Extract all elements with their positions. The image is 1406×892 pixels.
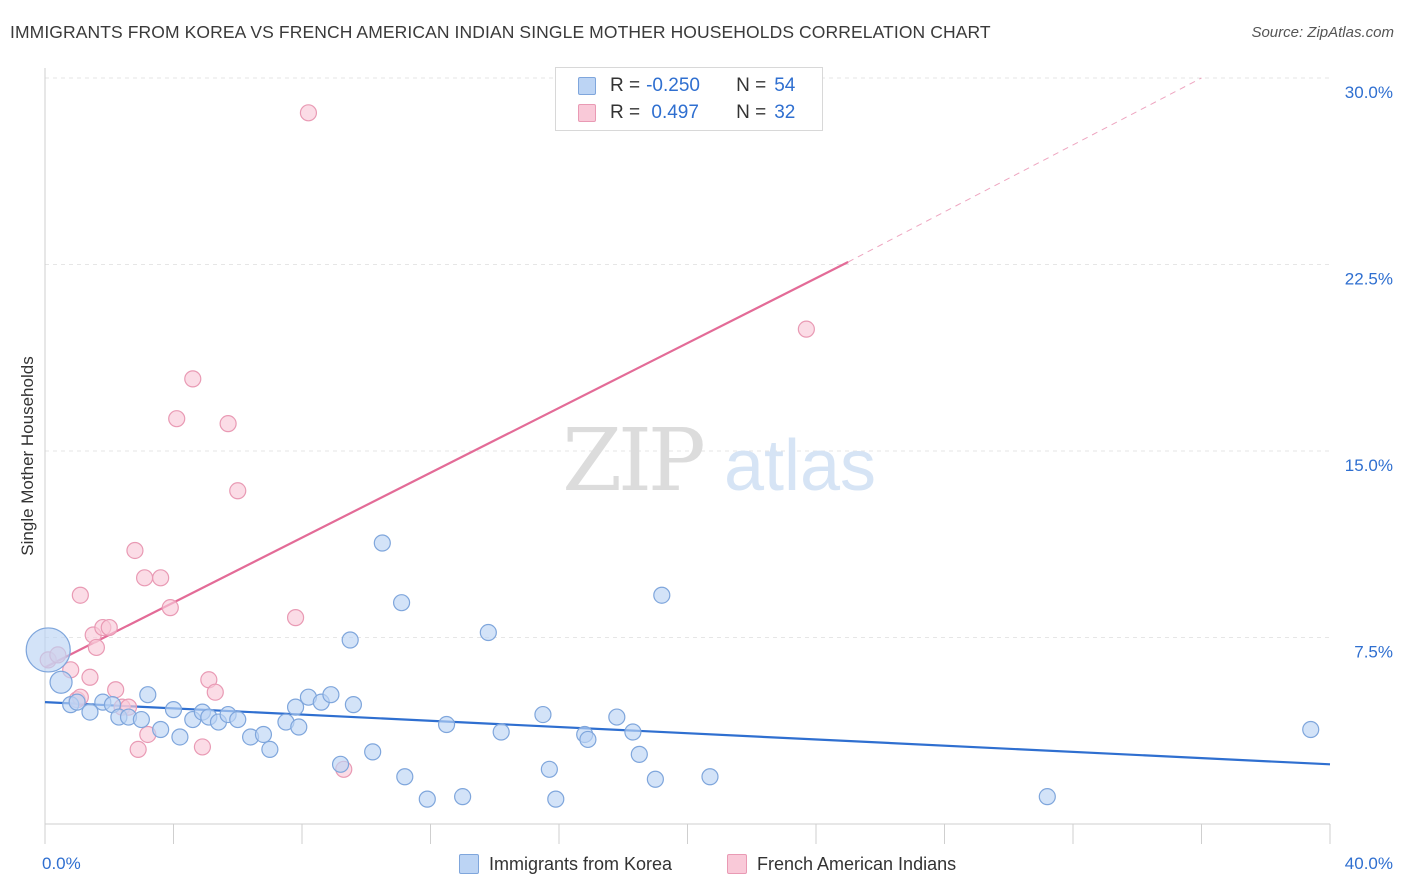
watermark-atlas: atlas <box>724 426 876 506</box>
point-french <box>161 599 179 617</box>
watermark: ZIP atlas <box>562 411 876 511</box>
point-korea <box>418 790 436 808</box>
point-korea <box>454 788 472 806</box>
point-korea <box>290 718 308 736</box>
x-tick-label: 0.0% <box>42 854 81 873</box>
point-korea <box>547 790 565 808</box>
x-tick-label: 40.0% <box>1345 854 1393 873</box>
trend-line-french <box>44 261 849 669</box>
point-korea <box>139 686 157 704</box>
point-korea <box>364 743 382 761</box>
grid-lines <box>45 77 1330 638</box>
point-korea <box>579 730 597 749</box>
point-korea <box>1302 720 1320 739</box>
axes <box>44 68 1331 844</box>
y-axis-label: Single Mother Households <box>18 356 37 556</box>
point-french <box>135 569 154 587</box>
point-french <box>152 569 170 587</box>
point-french <box>193 738 212 756</box>
y-tick-label: 7.5% <box>1354 643 1393 662</box>
bottom-legend-swatch-pink <box>727 854 747 874</box>
point-korea <box>492 723 510 741</box>
legend-r-value: 0.497 <box>646 102 699 123</box>
legend-r-value: -0.250 <box>646 75 700 96</box>
bottom-legend-label: French American Indians <box>757 853 957 874</box>
point-korea <box>344 696 362 714</box>
point-korea <box>49 670 73 694</box>
point-korea <box>392 594 411 612</box>
point-korea <box>132 710 150 729</box>
bottom-legend-label: Immigrants from Korea <box>489 853 673 874</box>
data-points <box>25 104 1320 808</box>
point-korea <box>653 586 671 604</box>
bottom-legend-swatch-blue <box>459 854 479 874</box>
point-french <box>299 104 318 122</box>
point-korea <box>254 725 273 744</box>
point-korea <box>373 534 391 552</box>
watermark-zip: ZIP <box>562 411 703 511</box>
bottom-legend-korea: Immigrants from Korea <box>459 852 672 876</box>
point-french <box>219 415 237 433</box>
point-korea <box>1038 788 1056 806</box>
legend-n-value: 54 <box>774 75 796 96</box>
y-tick-label: 15.0% <box>1345 456 1393 475</box>
point-korea <box>322 686 340 704</box>
point-korea <box>624 723 642 741</box>
point-korea <box>608 708 626 726</box>
point-korea <box>701 768 719 786</box>
point-korea <box>396 768 414 786</box>
bottom-legend-french: French American Indians <box>727 852 956 876</box>
point-french <box>797 320 815 338</box>
point-korea <box>341 631 359 649</box>
point-french <box>107 681 125 699</box>
point-korea <box>331 755 350 773</box>
legend-n-label: N = <box>736 102 767 123</box>
legend-r-label: R = <box>610 102 641 123</box>
point-korea <box>164 701 183 719</box>
legend-n-label: N = <box>736 75 767 96</box>
chart-source: Source: ZipAtlas.com <box>1251 24 1394 41</box>
point-korea <box>152 720 170 739</box>
point-french <box>229 482 247 500</box>
trend-lines <box>44 77 1331 766</box>
point-french <box>100 618 118 637</box>
point-korea <box>229 710 247 729</box>
point-french <box>184 370 202 388</box>
point-french <box>126 541 144 560</box>
point-french <box>71 586 89 604</box>
trend-line-korea <box>44 701 1331 766</box>
point-french <box>81 668 99 686</box>
point-french <box>206 683 224 701</box>
legend-r-label: R = <box>610 75 641 96</box>
tick-labels: 7.5% 15.0% 22.5% 30.0% 0.0% 40.0% <box>42 83 1393 873</box>
chart-title: IMMIGRANTS FROM KOREA VS FRENCH AMERICAN… <box>10 22 991 42</box>
stats-legend: R = -0.250 N = 54 R = 0.497 N = 32 <box>555 67 823 131</box>
trend-line-dashed-french <box>847 77 1202 263</box>
legend-swatch-pink <box>578 104 596 122</box>
point-korea <box>81 703 99 721</box>
point-korea <box>646 770 664 788</box>
point-korea <box>68 693 86 711</box>
y-tick-label: 30.0% <box>1345 83 1393 102</box>
legend-row-french: R = 0.497 N = 32 <box>578 100 795 126</box>
point-korea <box>479 623 497 642</box>
point-korea <box>261 740 279 759</box>
point-korea <box>286 698 305 716</box>
point-korea <box>630 745 648 763</box>
y-tick-label: 22.5% <box>1345 270 1393 289</box>
legend-n-value: 32 <box>774 102 796 123</box>
legend-row-korea: R = -0.250 N = 54 <box>578 73 795 99</box>
point-korea <box>171 728 189 746</box>
point-french <box>286 609 305 627</box>
point-korea <box>540 760 558 778</box>
point-korea <box>437 715 456 734</box>
point-french <box>168 410 186 428</box>
point-french <box>129 740 147 759</box>
legend-swatch-blue <box>578 77 596 95</box>
point-french <box>87 638 106 657</box>
point-korea <box>534 705 552 724</box>
point-korea <box>25 627 71 673</box>
